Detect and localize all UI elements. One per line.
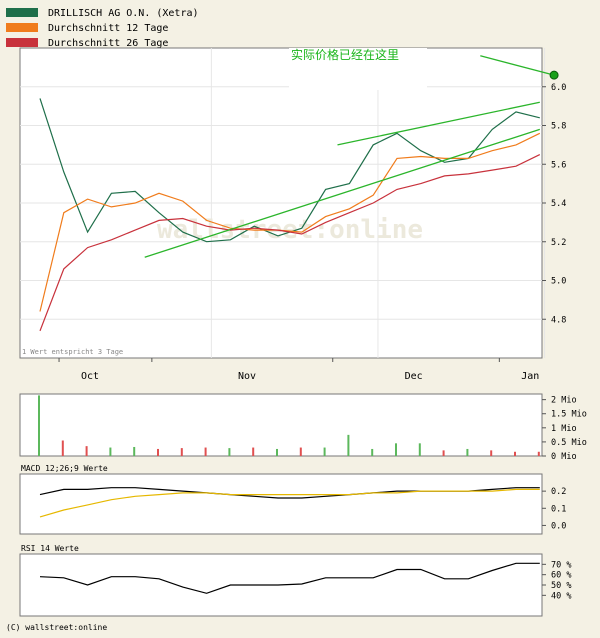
price-x-ticks: Oct Nov Dec Jan	[58, 358, 539, 382]
price-y-tick-label: 5.0	[551, 277, 566, 287]
volume-bar	[466, 448, 469, 456]
volume-bar	[38, 395, 40, 456]
legend-swatch	[6, 38, 38, 47]
volume-marks	[38, 395, 540, 456]
volume-bar	[537, 451, 540, 456]
volume-y-tick-label: 1 Mio	[551, 424, 577, 434]
volume-bar	[514, 451, 516, 456]
rsi-series-line	[39, 562, 540, 594]
price-trendline	[144, 128, 541, 258]
volume-bar	[490, 450, 493, 456]
rsi-label: RSI 14 Werte	[21, 544, 79, 553]
price-y-tick-label: 4.8	[551, 315, 566, 325]
rsi-y-tick-label: 50 %	[551, 581, 571, 591]
volume-bar	[252, 447, 255, 456]
price-trendline	[480, 55, 555, 76]
macd-series-line	[39, 488, 540, 518]
macd-panel	[19, 473, 543, 535]
legend-label: DRILLISCH AG O.N. (Xetra)	[48, 8, 199, 19]
price-y-tick-label: 5.6	[551, 160, 566, 170]
volume-bar	[228, 448, 231, 456]
price-series-line	[39, 154, 541, 332]
volume-bar	[371, 448, 374, 456]
rsi-y-tick-label: 60 %	[551, 571, 571, 581]
macd-y-tick-label: 0.1	[551, 504, 566, 514]
macd-label: MACD 12;26;9 Werte	[21, 464, 108, 473]
x-tick-label: Dec	[405, 371, 423, 382]
volume-y-ticks: 2 Mio 1.5 Mio 1 Mio 0.5 Mio 0 Mio	[542, 396, 587, 462]
copyright: (C) wallstreet:online	[6, 623, 107, 632]
volume-y-tick-label: 1.5 Mio	[551, 410, 587, 420]
volume-bar	[180, 448, 183, 456]
legend: DRILLISCH AG O.N. (Xetra) Durchschnitt 12…	[6, 8, 199, 49]
x-tick-label: Nov	[238, 371, 256, 382]
price-marks	[39, 55, 559, 332]
macd-y-ticks: 0.2 0.1 0.0	[542, 487, 566, 531]
volume-bar	[276, 448, 278, 456]
legend-swatch	[6, 23, 38, 32]
legend-swatch	[6, 8, 38, 17]
price-y-tick-label: 5.8	[551, 122, 566, 132]
macd-marks	[39, 487, 540, 518]
macd-y-tick-label: 0.0	[551, 521, 566, 531]
price-y-tick-label: 5.4	[551, 199, 566, 209]
price-y-tick-label: 5.2	[551, 238, 566, 248]
volume-panel	[19, 393, 543, 457]
price-trendline	[337, 101, 540, 146]
volume-y-tick-label: 0 Mio	[551, 452, 577, 462]
volume-bar	[109, 447, 112, 456]
volume-bar	[395, 443, 397, 456]
x-tick-label: Jan	[521, 371, 539, 382]
rsi-y-tick-label: 70 %	[551, 560, 571, 570]
annotation-note: 实际价格已经在这里	[289, 48, 427, 90]
rsi-marks	[39, 562, 540, 594]
legend-label: Durchschnitt 12 Tage	[48, 23, 168, 34]
price-y-ticks: 6.0 5.8 5.6 5.4 5.2 5.0 4.8	[542, 83, 566, 325]
current-price-point	[549, 70, 559, 80]
volume-bar	[157, 448, 159, 456]
price-series-line	[39, 132, 541, 312]
volume-y-tick-label: 0.5 Mio	[551, 438, 587, 448]
volume-bar	[299, 447, 302, 456]
legend-label: Durchschnitt 26 Tage	[48, 38, 168, 49]
volume-bar	[418, 443, 421, 456]
volume-bar	[323, 447, 326, 456]
rsi-y-tick-label: 40 %	[551, 591, 571, 601]
volume-y-tick-label: 2 Mio	[551, 396, 577, 406]
macd-y-tick-label: 0.2	[551, 487, 566, 497]
rsi-y-ticks: 70 %60 %50 %40 %	[542, 560, 571, 601]
volume-bar	[61, 440, 64, 456]
volume-bar	[204, 447, 207, 456]
footnote: 1 Wert entspricht 3 Tage	[22, 348, 123, 356]
price-y-tick-label: 6.0	[551, 83, 566, 93]
volume-bar	[133, 446, 136, 456]
volume-bar	[85, 446, 88, 456]
volume-bar	[442, 450, 445, 456]
x-tick-label: Oct	[81, 371, 99, 382]
volume-bar	[347, 434, 350, 456]
